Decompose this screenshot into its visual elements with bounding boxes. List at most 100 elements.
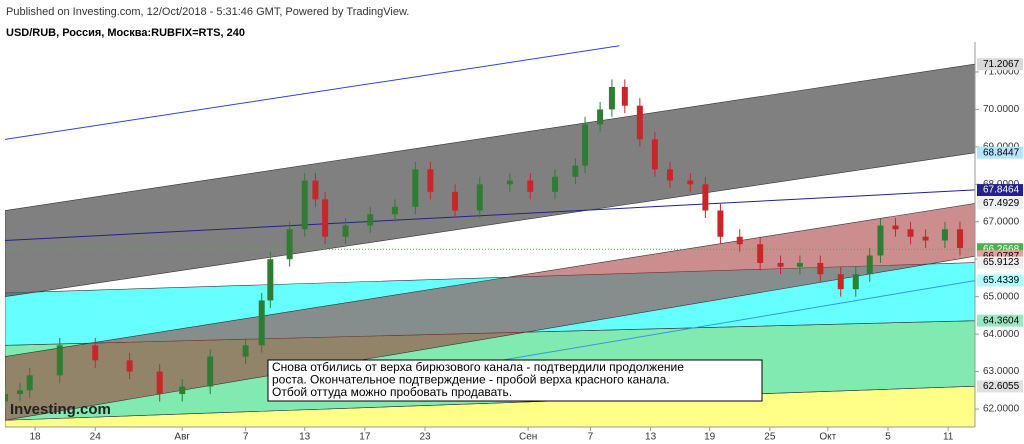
candle-body (621, 86, 628, 106)
y-tick-label: 65.0000 (983, 291, 1020, 302)
x-tick-label: 5 (885, 432, 891, 443)
candle-body (242, 345, 249, 357)
x-tick-label: 11 (943, 432, 954, 443)
x-tick-label: Сен (519, 432, 537, 443)
logo: Investing.com (10, 401, 111, 418)
candle-body (126, 360, 133, 372)
candle-body (56, 345, 63, 376)
annotation-line: роста. Окончательное подтверждение - про… (272, 373, 670, 387)
candle-body (636, 105, 643, 140)
trendline (5, 189, 975, 241)
candle-body (391, 206, 398, 215)
candle-body (817, 262, 824, 275)
candle-body (717, 210, 724, 237)
candle-body (666, 169, 673, 181)
candle-body (322, 199, 329, 237)
price-label-box (977, 274, 1023, 287)
price-label: 65.4339 (983, 275, 1020, 286)
header: Published on Investing.com, 12/Oct/2018 … (6, 6, 409, 18)
channel-band (5, 203, 975, 421)
candle-body (837, 274, 844, 290)
channel-band (5, 63, 975, 297)
candle-body (702, 184, 709, 211)
x-tick-label: 13 (645, 432, 657, 443)
price-label: 64.3604 (983, 315, 1020, 326)
candle-body (572, 165, 579, 177)
candle-body (367, 214, 374, 226)
price-label: 62.6055 (983, 381, 1020, 392)
price-label-box (977, 146, 1023, 159)
x-tick-label: 18 (30, 432, 42, 443)
annotation-line: Снова отбились от верха бирюзового канал… (272, 360, 684, 374)
x-tick-label: Авг (174, 432, 190, 443)
candle-body (92, 345, 99, 361)
chart-title: USD/RUB, Россия, Москва:RUBFIX=RTS, 240 (6, 27, 245, 39)
candle-body (877, 225, 884, 256)
price-label-box (977, 58, 1023, 71)
candle-body (941, 229, 948, 241)
x-tick-label: 23 (419, 432, 431, 443)
candle-body (506, 180, 513, 185)
candle-body (452, 191, 459, 211)
candle-body (852, 274, 859, 290)
candle-body (757, 244, 764, 263)
candle-body (26, 375, 33, 391)
candle-body (207, 356, 214, 387)
price-label-box (977, 197, 1023, 210)
candle-body (258, 300, 265, 346)
candle-body (267, 259, 274, 301)
x-tick-label: Окт (819, 432, 836, 443)
price-label: 66.2668 (983, 244, 1020, 255)
candle-body (342, 225, 349, 237)
candle-body (412, 169, 419, 207)
x-tick-label: 24 (90, 432, 102, 443)
candle-body (608, 86, 615, 110)
price-label-box (977, 314, 1023, 327)
candle-body (907, 229, 914, 237)
candle-body (736, 236, 743, 245)
x-tick-label: 17 (359, 432, 371, 443)
trendline (5, 45, 620, 140)
annotation-line: Отбой оттуда можно пробовать продавать. (272, 385, 512, 399)
x-tick-label: 25 (764, 432, 776, 443)
candle-body (892, 225, 899, 230)
candle-body (597, 109, 604, 125)
price-label: 71.2067 (983, 59, 1020, 70)
candle-body (922, 236, 929, 241)
price-label-box (977, 380, 1023, 393)
x-tick-label: 7 (588, 432, 594, 443)
candle-body (956, 229, 963, 248)
candle-body (777, 262, 784, 267)
candle-body (5, 394, 8, 402)
price-label: 66.0787 (983, 251, 1020, 262)
price-label-box (977, 256, 1023, 269)
candle-body (301, 180, 308, 230)
y-tick-label: 62.0000 (983, 404, 1020, 415)
candle-body (582, 124, 589, 166)
x-tick-label: 7 (243, 432, 249, 443)
candle-body (476, 184, 483, 211)
price-label: 65.9123 (983, 257, 1020, 268)
x-tick-label: 19 (704, 432, 716, 443)
y-tick-label: 67.0000 (983, 216, 1020, 227)
candle-body (286, 229, 293, 260)
candle-body (427, 169, 434, 192)
candle-body (179, 386, 186, 395)
y-tick-label: 63.0000 (983, 366, 1020, 377)
candle-body (312, 180, 319, 200)
annotation-box (267, 359, 763, 402)
candle-body (17, 390, 24, 395)
plot-area (5, 45, 975, 427)
x-tick-label: 13 (299, 432, 311, 443)
candle-body (866, 255, 873, 275)
price-label: 68.8447 (983, 147, 1020, 158)
price-label: 67.4929 (983, 198, 1020, 209)
price-label-box (977, 184, 1023, 197)
candle-body (651, 139, 658, 170)
candle-body (687, 180, 694, 185)
candle-body (796, 262, 803, 267)
price-label: 67.8464 (983, 185, 1020, 196)
y-tick-label: 70.0000 (983, 104, 1020, 115)
candle-body (551, 176, 558, 192)
